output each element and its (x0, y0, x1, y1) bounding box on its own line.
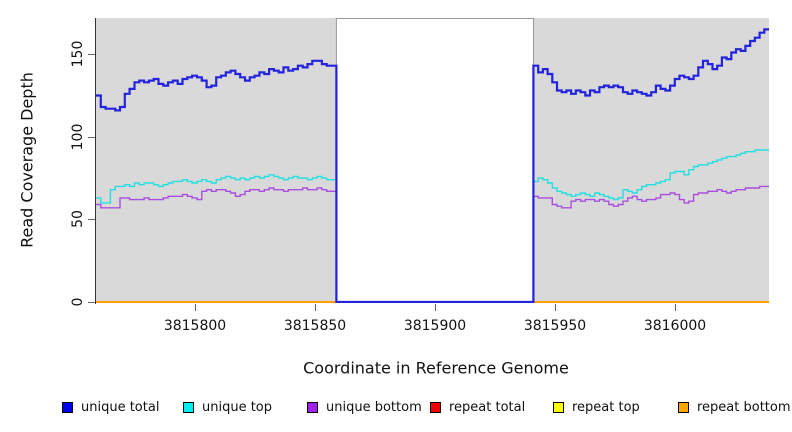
legend-label: repeat bottom (697, 399, 791, 415)
y-tick (88, 137, 95, 138)
y-tick-label: 0 (70, 297, 86, 307)
legend-swatch-icon (62, 401, 73, 413)
y-tick (88, 302, 95, 303)
legend-swatch-icon (307, 401, 318, 413)
plot-area (96, 18, 769, 303)
y-tick-label: 150 (70, 40, 86, 68)
coverage-step-chart (96, 18, 769, 303)
legend-item-unique-total: unique total (62, 399, 159, 415)
legend-item-unique-bottom: unique bottom (307, 399, 422, 415)
x-tick-label: 3815800 (163, 318, 227, 334)
x-tick (315, 304, 316, 311)
y-axis-title: Read Coverage Depth (17, 72, 37, 248)
legend-item-unique-top: unique top (183, 399, 272, 415)
y-tick-label: 100 (70, 123, 86, 151)
legend-item-repeat-total: repeat total (430, 399, 525, 415)
series-unique-bottom (96, 185, 769, 303)
y-tick-label: 50 (70, 210, 86, 228)
y-axis-line (95, 18, 96, 304)
no-data-gap (335, 18, 534, 303)
x-axis-title: Coordinate in Reference Genome (303, 358, 569, 378)
x-tick (675, 304, 676, 311)
legend-label: unique total (81, 399, 160, 415)
series-unique-total (96, 28, 769, 303)
legend-item-repeat-top: repeat top (553, 399, 640, 415)
legend-item-repeat-bottom: repeat bottom (678, 399, 791, 415)
legend-swatch-icon (553, 401, 564, 413)
y-tick (88, 54, 95, 55)
y-tick (88, 219, 95, 220)
legend-label: repeat total (449, 399, 526, 415)
x-tick-label: 3815950 (523, 318, 587, 334)
x-tick-label: 3815850 (283, 318, 347, 334)
legend-swatch-icon (183, 401, 194, 413)
x-tick-label: 3816000 (643, 318, 707, 334)
x-tick (555, 304, 556, 311)
legend-label: unique bottom (326, 399, 422, 415)
legend-swatch-icon (430, 401, 441, 413)
legend-swatch-icon (678, 401, 689, 413)
x-tick-label: 3815900 (403, 318, 467, 334)
x-tick (435, 304, 436, 311)
legend-label: unique top (202, 399, 273, 415)
legend-label: repeat top (572, 399, 640, 415)
x-tick (195, 304, 196, 311)
